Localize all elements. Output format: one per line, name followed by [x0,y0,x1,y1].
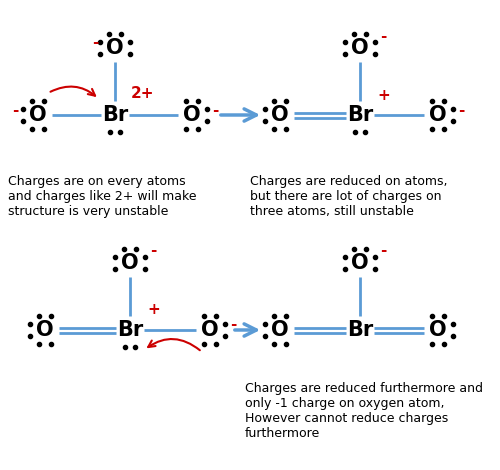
Text: -: - [12,102,18,118]
Text: +: + [378,87,390,102]
Text: Br: Br [347,320,373,340]
Text: O: O [351,253,369,273]
Text: -: - [458,102,464,118]
FancyArrowPatch shape [50,86,95,96]
Text: O: O [201,320,219,340]
Text: +: + [148,303,160,318]
Text: Charges are on every atoms
and charges like 2+ will make
structure is very unsta: Charges are on every atoms and charges l… [8,175,196,218]
Text: -: - [92,36,98,50]
Text: -: - [212,102,218,118]
Text: O: O [106,38,124,58]
Text: 2+: 2+ [131,86,155,101]
Text: O: O [121,253,139,273]
Text: O: O [29,105,47,125]
Text: O: O [351,38,369,58]
Text: O: O [271,105,289,125]
Text: O: O [429,320,447,340]
Text: Br: Br [117,320,143,340]
Text: Br: Br [347,105,373,125]
Text: O: O [183,105,201,125]
Text: O: O [429,105,447,125]
Text: O: O [271,320,289,340]
Text: Charges are reduced on atoms,
but there are lot of charges on
three atoms, still: Charges are reduced on atoms, but there … [250,175,448,218]
Text: -: - [150,243,156,258]
Text: Charges are reduced furthermore and
only -1 charge on oxygen atom,
However canno: Charges are reduced furthermore and only… [245,382,483,440]
FancyArrowPatch shape [148,339,200,350]
Text: -: - [380,29,386,44]
Text: -: - [230,318,236,332]
Text: -: - [380,243,386,258]
Text: Br: Br [102,105,128,125]
Text: O: O [36,320,54,340]
